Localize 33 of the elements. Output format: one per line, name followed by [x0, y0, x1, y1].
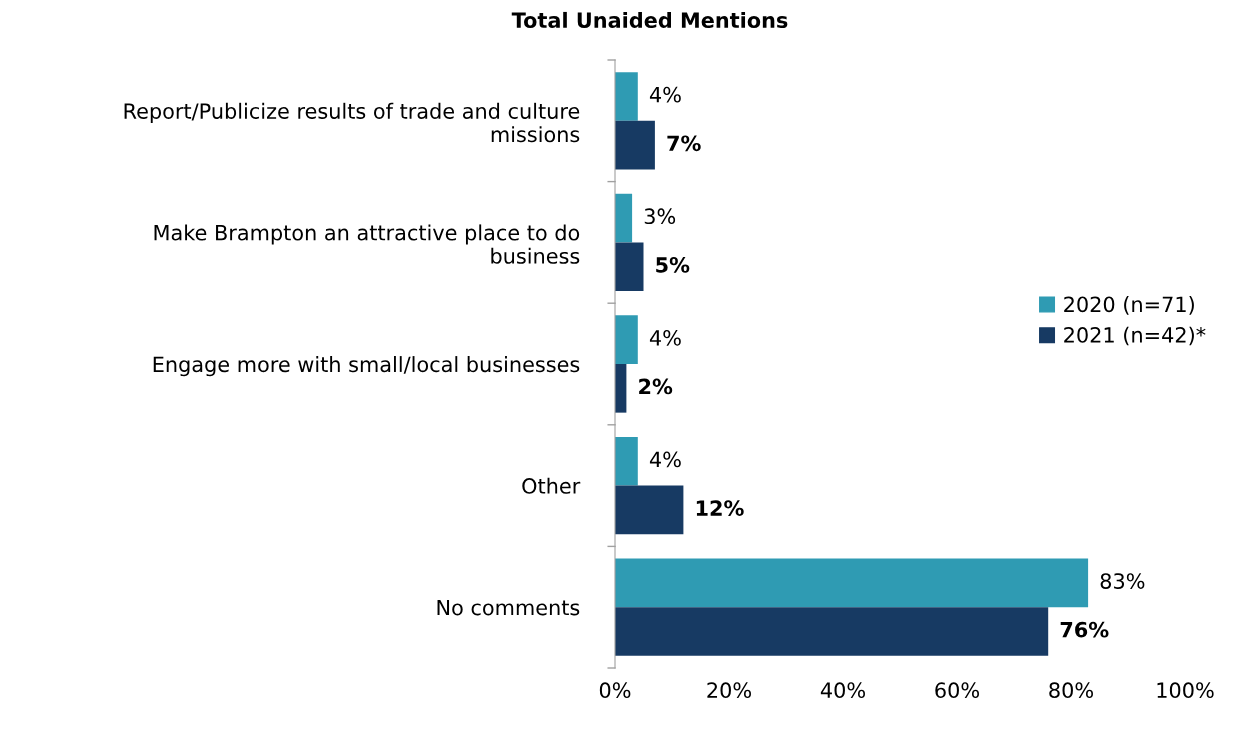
bar	[615, 72, 638, 121]
bar	[615, 558, 1089, 608]
y-tick-label: Engage more with small/local businesses	[153, 356, 580, 377]
y-tick-label: Other	[522, 477, 581, 494]
data-label: 3%	[644, 208, 676, 225]
x-tick-label: 60%	[935, 682, 979, 699]
bar	[615, 315, 638, 364]
data-label: 12%	[696, 500, 744, 516]
y-tick-label: Report/Publicize results of trade and culture missions	[124, 102, 580, 143]
bar	[615, 485, 684, 535]
bar	[615, 193, 633, 243]
data-label: 83%	[1100, 573, 1145, 589]
legend-label: 2020 (n=71)	[1064, 296, 1194, 315]
data-label: 4%	[649, 451, 681, 468]
data-label: 76%	[1060, 621, 1109, 638]
legend-label: 2021 (n=42)*	[1064, 326, 1206, 346]
bar	[615, 242, 644, 292]
data-label: 2%	[639, 378, 673, 395]
data-label: 7%	[667, 135, 701, 152]
x-tick-label: 0%	[599, 682, 631, 699]
bar	[615, 120, 655, 170]
x-tick-label: 80%	[1049, 682, 1093, 699]
bar	[615, 436, 638, 486]
y-tick-label: Make Brampton an attractive place to do business	[154, 224, 580, 264]
y-tick-label: No comments	[437, 599, 580, 616]
data-label: 4%	[649, 329, 681, 346]
data-label: 4%	[649, 86, 681, 103]
x-tick-label: 100%	[1157, 682, 1214, 699]
x-tick-label: 20%	[707, 682, 751, 699]
bar	[615, 607, 1049, 656]
data-label: 5%	[656, 257, 690, 273]
chart-title: Total Unaided Mentions	[511, 11, 788, 29]
x-tick-label: 40%	[820, 682, 865, 699]
